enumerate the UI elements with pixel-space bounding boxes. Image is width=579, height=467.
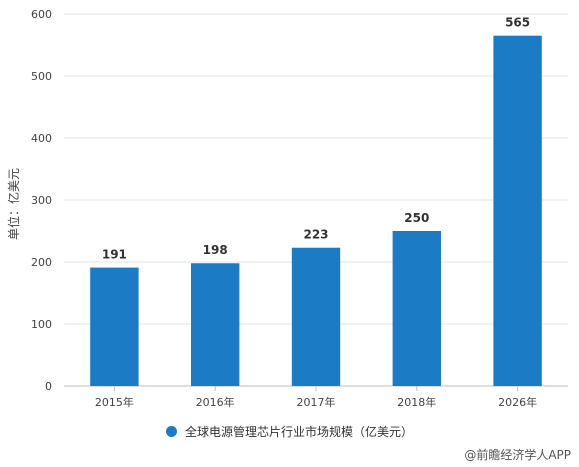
x-tick-label: 2026年 [498, 395, 537, 409]
y-tick-label: 400 [31, 132, 52, 145]
source-footer: @前瞻经济学人APP [464, 448, 571, 462]
y-tick-label: 100 [31, 318, 52, 331]
bar [191, 263, 240, 386]
data-label: 198 [203, 243, 228, 257]
y-tick-label: 500 [31, 70, 52, 83]
bar [392, 231, 441, 386]
bar [493, 35, 542, 386]
x-tick-label: 2018年 [397, 395, 436, 409]
y-tick-label: 300 [31, 194, 52, 207]
y-axis-label: 单位：亿美元 [6, 168, 21, 240]
x-tick-label: 2015年 [95, 395, 134, 409]
bar [90, 267, 139, 386]
data-label: 250 [404, 211, 429, 225]
y-tick-label: 200 [31, 256, 52, 269]
y-tick-label: 0 [45, 380, 52, 393]
data-label: 191 [102, 248, 127, 262]
legend-label: 全球电源管理芯片行业市场规模（亿美元） [184, 425, 413, 439]
bar [291, 247, 341, 386]
y-tick-label: 600 [31, 8, 52, 21]
data-label: 565 [505, 16, 530, 30]
x-tick-label: 2016年 [196, 395, 235, 409]
x-tick-label: 2017年 [297, 395, 336, 409]
legend-marker [165, 426, 177, 437]
legend: 全球电源管理芯片行业市场规模（亿美元） [0, 423, 579, 440]
data-label: 223 [303, 228, 328, 242]
